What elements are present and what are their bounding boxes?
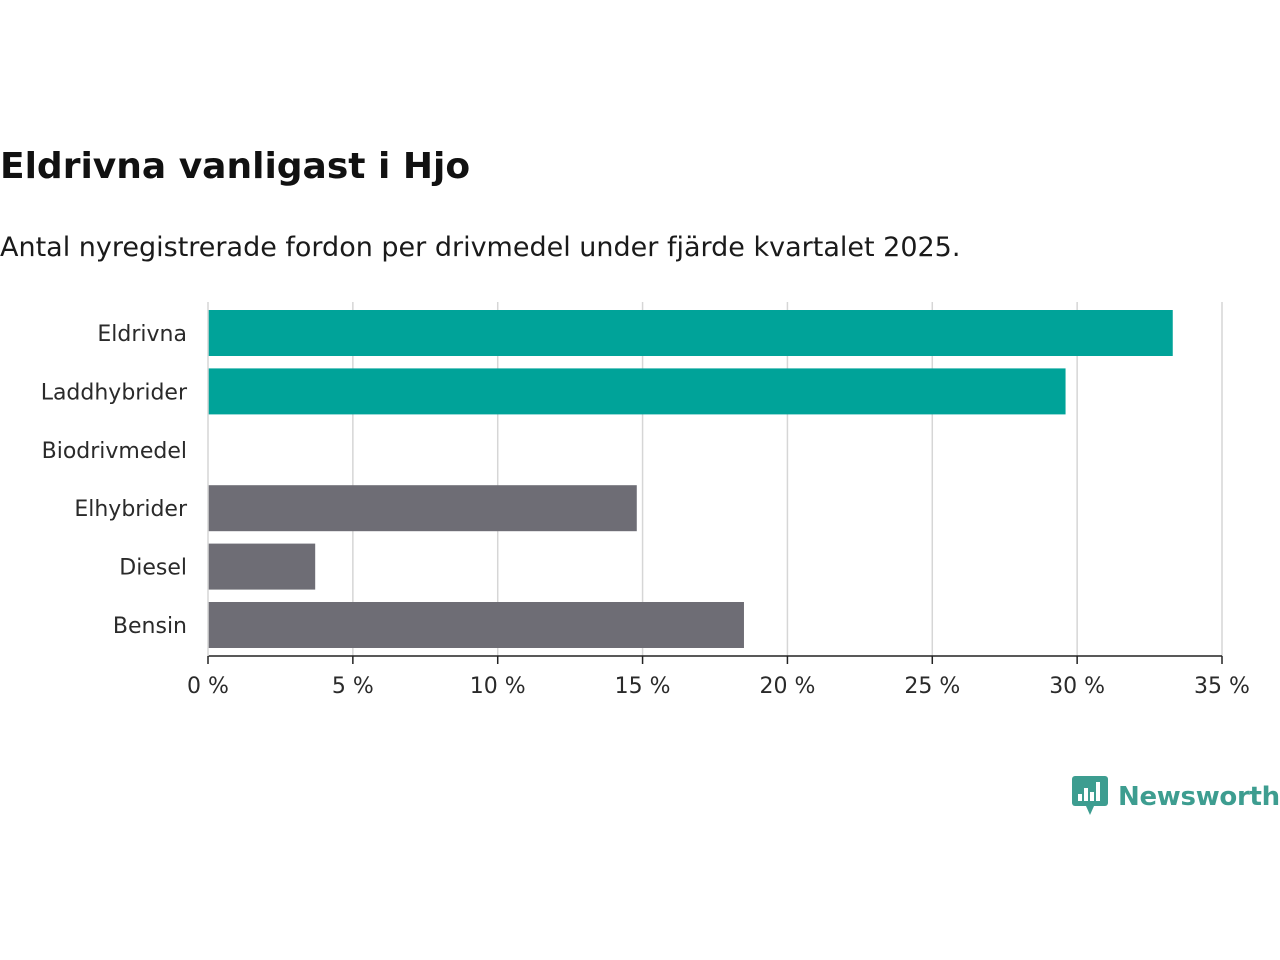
newsworthy-logo: Newsworthy	[1072, 776, 1280, 818]
x-tick-label: 15 %	[615, 674, 671, 699]
x-tick-label: 25 %	[904, 674, 960, 699]
category-label: Elhybrider	[74, 497, 188, 522]
bar-bensin	[208, 602, 744, 648]
bar-eldrivna	[208, 310, 1173, 356]
category-label: Diesel	[119, 556, 187, 581]
bar-elhybrider	[208, 485, 637, 532]
bar-chart-logo-icon	[1072, 776, 1108, 815]
x-tick-label: 5 %	[332, 674, 374, 699]
chart-subtitle: Antal nyregistrerade fordon per drivmede…	[0, 232, 961, 263]
gridlines	[352, 302, 1223, 656]
category-label: Laddhybrider	[41, 380, 188, 405]
category-label: Biodrivmedel	[42, 439, 187, 464]
bar-laddhybrider	[208, 368, 1066, 415]
x-tick-label: 10 %	[470, 674, 526, 699]
chart-title: Eldrivna vanligast i Hjo	[0, 146, 471, 187]
bar-diesel	[208, 543, 316, 590]
category-labels: Eldrivna Laddhybrider Biodrivmedel Elhybrid…	[41, 322, 188, 639]
x-axis: 0 % 5 % 10 % 15 % 20 % 25 % 30 % 35 %	[187, 302, 1250, 699]
x-tick-label: 30 %	[1049, 674, 1105, 699]
x-tick-label: 20 %	[759, 674, 815, 699]
category-label: Eldrivna	[97, 322, 187, 347]
category-label: Bensin	[113, 614, 187, 639]
bar-chart: 0 % 5 % 10 % 15 % 20 % 25 % 30 % 35 % Eldrivna L…	[41, 302, 1250, 699]
x-tick-label: 0 %	[187, 674, 229, 699]
bars	[208, 310, 1173, 648]
brand-name: Newsworthy	[1118, 782, 1280, 812]
x-tick-label: 35 %	[1194, 674, 1250, 699]
